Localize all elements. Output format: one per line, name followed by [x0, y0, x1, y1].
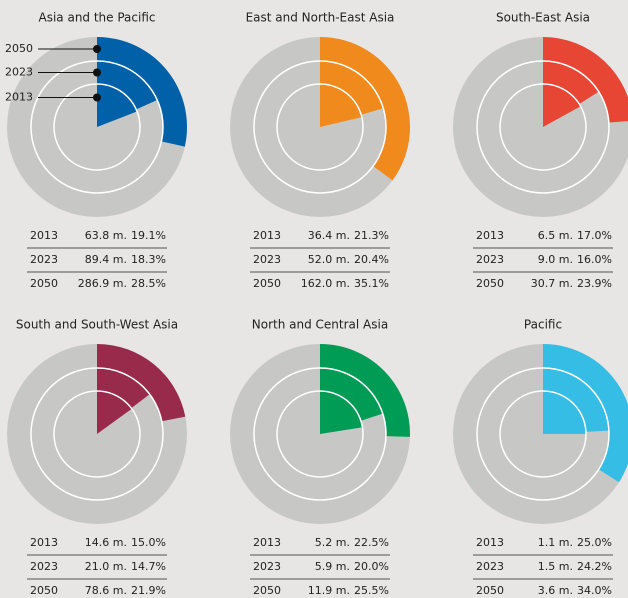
row-population: 6.5 m.	[538, 229, 573, 242]
row-percent: 18.3%	[131, 253, 166, 266]
row-year: 2023	[476, 253, 504, 266]
row-percent: 21.3%	[354, 229, 389, 242]
row-year: 2013	[253, 536, 281, 549]
row-year: 2023	[253, 560, 281, 573]
wedge	[97, 391, 132, 434]
wedge	[543, 368, 609, 432]
row-year: 2023	[253, 253, 281, 266]
row-year: 2013	[476, 229, 504, 242]
row-population: 89.4 m.	[85, 253, 127, 266]
ring-separator	[476, 60, 610, 194]
chart-title: East and North-East Asia	[246, 11, 395, 25]
row-population: 162.0 m.	[301, 277, 350, 290]
row-population: 14.6 m.	[85, 536, 127, 549]
row-percent: 16.0%	[577, 253, 612, 266]
row-percent: 20.4%	[354, 253, 389, 266]
annotation-dot	[93, 68, 101, 77]
wedge	[97, 344, 186, 422]
row-year: 2023	[476, 560, 504, 573]
ring-separator	[499, 83, 587, 171]
wedge	[97, 84, 138, 127]
row-year: 2050	[476, 277, 504, 290]
annotation-label: 2023	[5, 66, 33, 79]
wedge	[320, 61, 384, 115]
row-percent: 15.0%	[131, 536, 166, 549]
row-year: 2013	[253, 229, 281, 242]
ring-separator	[53, 83, 141, 171]
row-percent: 14.7%	[131, 560, 166, 573]
ring-separator	[30, 367, 164, 501]
chart-title: South-East Asia	[496, 11, 590, 25]
row-year: 2050	[30, 584, 58, 597]
row-percent: 25.5%	[354, 584, 389, 597]
row-population: 1.1 m.	[538, 536, 573, 549]
row-population: 3.6 m.	[538, 584, 573, 597]
row-population: 21.0 m.	[85, 560, 127, 573]
row-percent: 35.1%	[354, 277, 389, 290]
row-year: 2023	[30, 253, 58, 266]
row-percent: 34.0%	[577, 584, 612, 597]
row-year: 2023	[30, 560, 58, 573]
ring-separator	[276, 83, 364, 171]
row-percent: 22.5%	[354, 536, 389, 549]
row-population: 5.9 m.	[315, 560, 350, 573]
row-percent: 19.1%	[131, 229, 166, 242]
ring-separator	[253, 367, 387, 501]
row-percent: 17.0%	[577, 229, 612, 242]
row-percent: 21.9%	[131, 584, 166, 597]
ring-separator	[30, 60, 164, 194]
annotation-dot	[93, 45, 101, 53]
chart-title: North and Central Asia	[252, 318, 388, 332]
row-population: 9.0 m.	[538, 253, 573, 266]
wedge	[543, 37, 628, 123]
row-percent: 24.2%	[577, 560, 612, 573]
row-percent: 23.9%	[577, 277, 612, 290]
wedge	[543, 391, 586, 434]
wedge	[543, 61, 599, 104]
row-population: 63.8 m.	[85, 229, 127, 242]
row-population: 36.4 m.	[308, 229, 350, 242]
wedge	[320, 391, 363, 434]
wedge	[320, 368, 383, 421]
row-year: 2050	[253, 584, 281, 597]
wedge	[97, 368, 150, 409]
ring-separator	[499, 390, 587, 478]
row-population: 286.9 m.	[78, 277, 127, 290]
annotation-label: 2050	[5, 42, 33, 55]
row-percent: 28.5%	[131, 277, 166, 290]
row-year: 2050	[476, 584, 504, 597]
wedge	[320, 37, 410, 181]
ring-separator	[476, 367, 610, 501]
chart-title: South and South-West Asia	[16, 318, 178, 332]
wedge	[320, 84, 362, 127]
row-year: 2050	[30, 277, 58, 290]
row-population: 11.9 m.	[308, 584, 350, 597]
annotation-label: 2013	[5, 91, 33, 104]
ring-separator	[253, 60, 387, 194]
row-percent: 20.0%	[354, 560, 389, 573]
ring-separator	[276, 390, 364, 478]
wedge	[543, 344, 628, 483]
row-year: 2013	[476, 536, 504, 549]
row-population: 1.5 m.	[538, 560, 573, 573]
row-population: 78.6 m.	[85, 584, 127, 597]
row-year: 2050	[253, 277, 281, 290]
chart-title: Asia and the Pacific	[39, 11, 156, 25]
annotation-dot	[93, 93, 101, 102]
chart-title: Pacific	[524, 318, 562, 332]
row-year: 2013	[30, 229, 58, 242]
row-year: 2013	[30, 536, 58, 549]
ring-separator	[53, 390, 141, 478]
row-population: 30.7 m.	[531, 277, 573, 290]
row-population: 52.0 m.	[308, 253, 350, 266]
wedge	[97, 61, 158, 110]
wedge	[320, 344, 410, 437]
row-percent: 25.0%	[577, 536, 612, 549]
row-population: 5.2 m.	[315, 536, 350, 549]
